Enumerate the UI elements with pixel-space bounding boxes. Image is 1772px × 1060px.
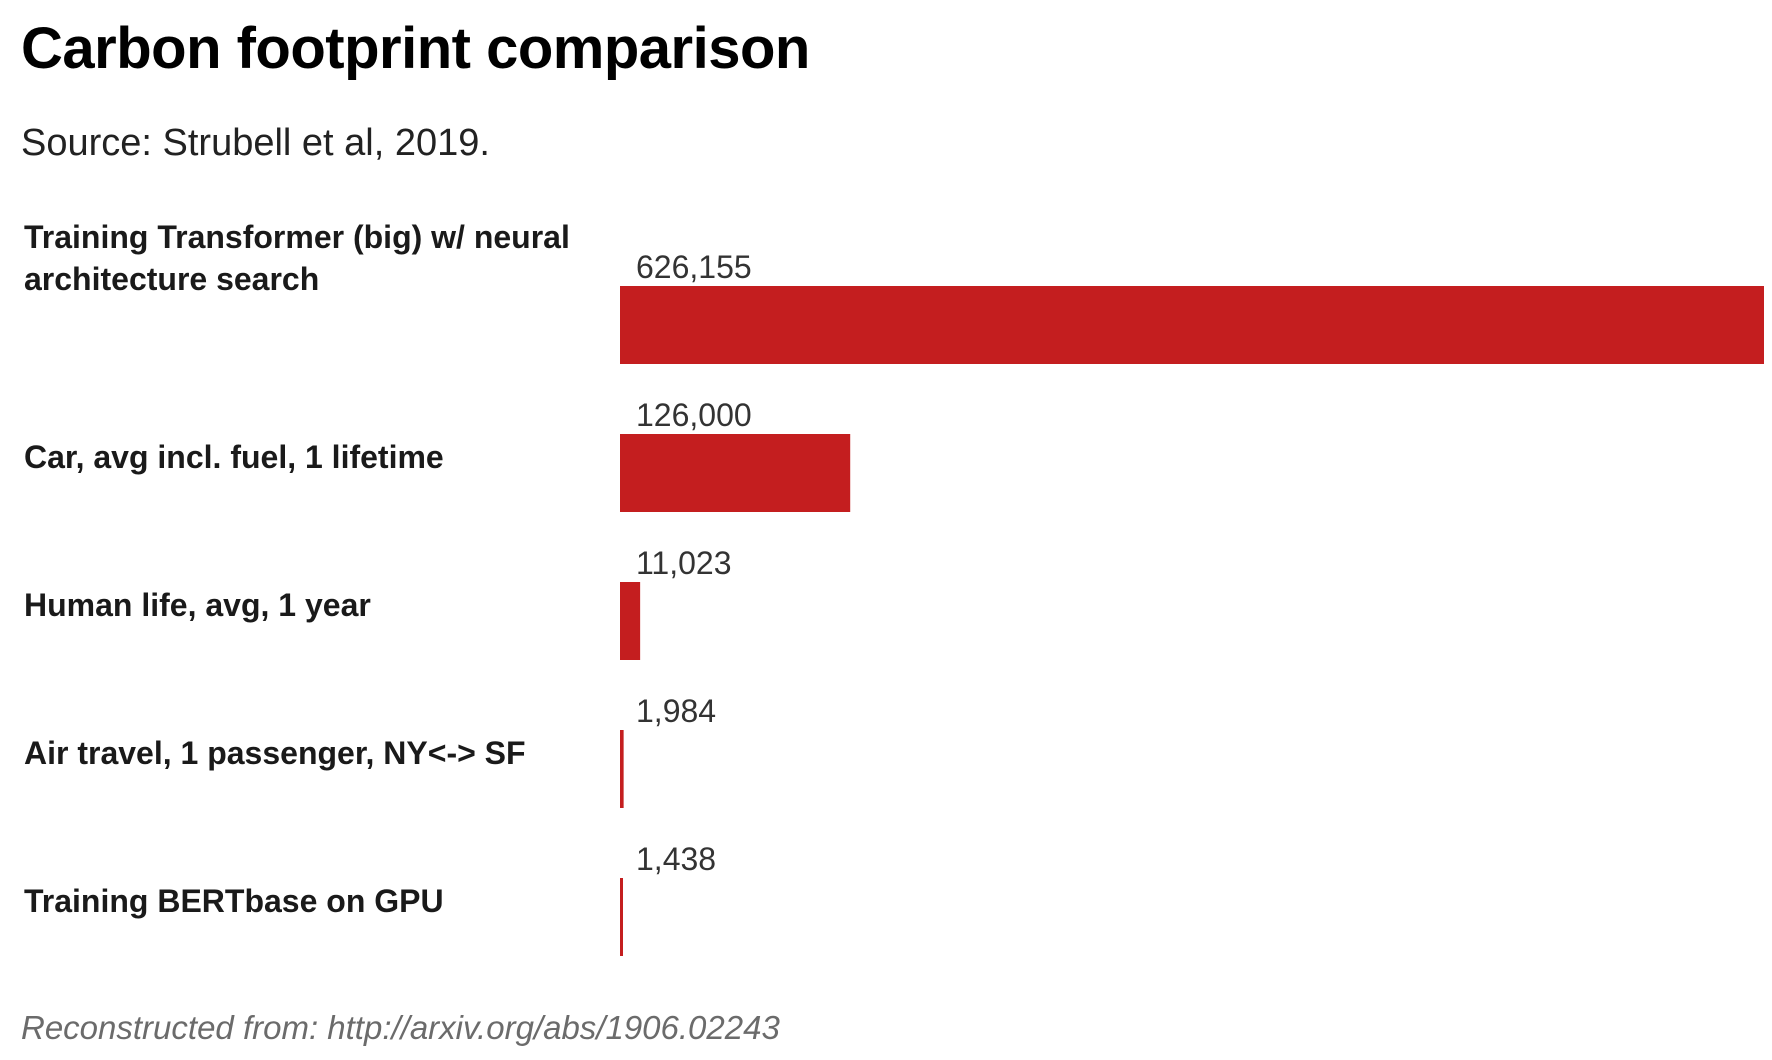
bar-2 — [620, 582, 641, 660]
value-label-3: 1,984 — [636, 693, 716, 729]
category-label-0: Training Transformer (big) w/ neural arch… — [24, 219, 570, 297]
category-label-4: Training BERTbase on GPU — [24, 883, 444, 919]
category-label-2: Human life, avg, 1 year — [24, 587, 371, 623]
value-label-0: 626,155 — [636, 249, 752, 285]
bar-3 — [620, 730, 624, 808]
value-label-4: 1,438 — [636, 841, 716, 877]
bar-4 — [620, 878, 623, 956]
bar-1 — [620, 434, 851, 512]
chart-source-note: Reconstructed from: http://arxiv.org/abs… — [21, 1009, 780, 1046]
chart-title: Carbon footprint comparison — [21, 16, 810, 81]
value-label-1: 126,000 — [636, 397, 752, 433]
value-label-2: 11,023 — [636, 545, 732, 581]
bar-0 — [620, 286, 1764, 364]
chart-subtitle: Source: Strubell et al, 2019. — [21, 122, 490, 164]
category-label-3: Air travel, 1 passenger, NY<-> SF — [24, 735, 526, 771]
category-label-1: Car, avg incl. fuel, 1 lifetime — [24, 439, 444, 475]
